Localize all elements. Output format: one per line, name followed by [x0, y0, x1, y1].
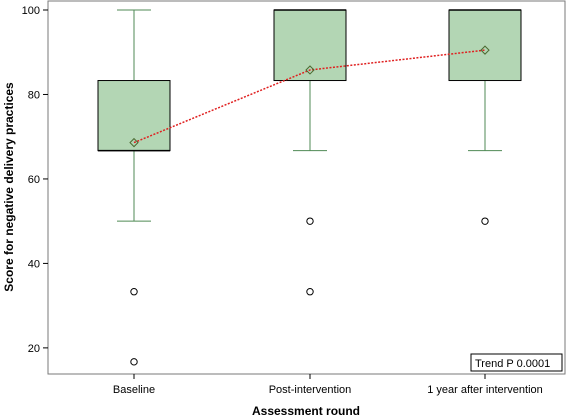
y-tick-label: 60	[28, 174, 40, 186]
y-tick-label: 20	[28, 343, 40, 355]
outlier-point	[306, 288, 314, 296]
iqr-box	[97, 80, 171, 152]
iqr-box	[448, 9, 522, 82]
box-3	[448, 9, 522, 225]
outlier-point	[481, 217, 489, 225]
y-axis: 20 40 60 80 100	[22, 5, 48, 355]
box-2	[273, 9, 347, 296]
x-axis-title: Assessment round	[252, 404, 360, 418]
y-tick-label: 100	[22, 5, 40, 17]
mean-marker	[480, 45, 490, 55]
x-tick-label: 1 year after intervention	[427, 384, 543, 396]
mean-trend-line	[129, 45, 490, 148]
outlier-point	[130, 358, 138, 366]
iqr-box	[273, 9, 347, 82]
mean-marker	[129, 137, 139, 148]
y-tick-label: 80	[28, 89, 40, 101]
x-axis: Baseline Post-intervention 1 year after in…	[113, 374, 543, 396]
y-axis-title: Score for negative delivery practices	[2, 82, 16, 292]
trend-annotation: Trend P 0.0001	[470, 353, 563, 372]
outlier-point	[306, 217, 314, 225]
mean-marker	[305, 65, 315, 75]
trend-annotation-box	[470, 353, 563, 372]
trend-annotation-text: Trend P 0.0001	[475, 358, 550, 370]
y-tick-label: 40	[28, 258, 40, 270]
outlier-point	[130, 288, 138, 296]
x-tick-label: Baseline	[113, 384, 155, 396]
mean-connecting-line	[133, 49, 486, 144]
x-tick-label: Post-intervention	[269, 384, 352, 396]
